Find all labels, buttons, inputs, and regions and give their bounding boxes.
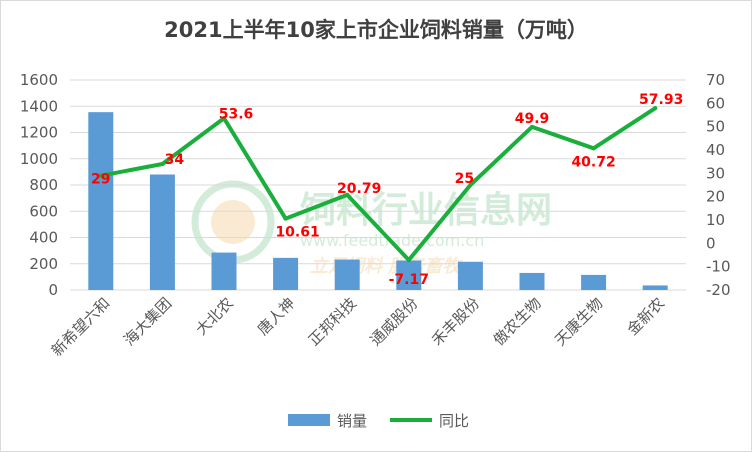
data-label: 20.79 bbox=[337, 181, 381, 197]
line-point bbox=[222, 116, 226, 121]
data-label: 40.72 bbox=[571, 154, 615, 170]
data-label: 29 bbox=[91, 172, 110, 188]
line-point bbox=[653, 106, 658, 111]
y-axis-right: -20 -10 0 10 20 30 40 50 60 70 bbox=[706, 71, 731, 299]
bar bbox=[211, 252, 237, 290]
y-right-tick-label: 0 bbox=[706, 234, 716, 252]
data-label: 34 bbox=[165, 152, 185, 168]
bar bbox=[396, 260, 422, 290]
y-left-tick-label: 1600 bbox=[20, 71, 58, 89]
y-right-tick-label: -20 bbox=[706, 281, 731, 299]
x-category-label: 正邦科技 bbox=[305, 294, 360, 349]
y-right-tick-label: -10 bbox=[706, 258, 731, 276]
bar bbox=[642, 285, 668, 290]
y-left-tick-label: 0 bbox=[48, 281, 58, 299]
data-label: 49.9 bbox=[515, 111, 550, 127]
watermark-slogan: 立足饲料 服务畜牧 bbox=[310, 256, 463, 277]
line-path bbox=[98, 106, 658, 263]
data-label: 57.93 bbox=[639, 92, 683, 108]
line-point bbox=[98, 173, 103, 178]
x-category-label: 禾丰股份 bbox=[428, 294, 483, 349]
bar bbox=[273, 257, 299, 290]
x-category-label: 大北农 bbox=[192, 294, 237, 339]
x-category-label: 天康生物 bbox=[551, 294, 606, 349]
y-right-tick-label: 60 bbox=[706, 94, 725, 112]
x-category-label: 通威股份 bbox=[366, 294, 421, 349]
bar bbox=[581, 274, 607, 290]
y-axis-left: 0 200 400 600 800 1000 1200 1400 1600 bbox=[20, 71, 58, 299]
line-series bbox=[98, 106, 658, 263]
data-label: 53.6 bbox=[219, 106, 254, 122]
data-label: 10.61 bbox=[275, 225, 319, 241]
line-point bbox=[591, 146, 596, 151]
y-right-tick-label: 50 bbox=[706, 118, 725, 136]
y-right-tick-label: 10 bbox=[706, 211, 725, 229]
line-point bbox=[406, 258, 411, 263]
x-category-label: 傲农生物 bbox=[490, 294, 545, 349]
y-right-tick-label: 20 bbox=[706, 188, 725, 206]
y-right-tick-label: 30 bbox=[706, 164, 725, 182]
legend-label-bar: 销量 bbox=[337, 412, 367, 430]
chart-title: 2021上半年10家上市企业饲料销量（万吨） bbox=[164, 18, 588, 42]
x-category-label: 海大集团 bbox=[120, 294, 175, 349]
y-left-tick-label: 600 bbox=[29, 202, 58, 220]
y-right-tick-label: 40 bbox=[706, 141, 725, 159]
line-point bbox=[283, 216, 288, 221]
line-point bbox=[468, 183, 473, 187]
watermark: 饲料行业信息网 www.feedtrade.com.cn 立足饲料 服务畜牧 bbox=[191, 180, 552, 277]
line-point bbox=[160, 162, 165, 166]
bar bbox=[149, 174, 175, 290]
y-right-tick-label: 70 bbox=[706, 71, 725, 89]
legend-swatch-bar bbox=[288, 414, 330, 426]
legend: 销量 同比 bbox=[288, 412, 469, 430]
bar bbox=[88, 112, 114, 290]
y-left-tick-label: 800 bbox=[29, 176, 58, 194]
bar-series bbox=[88, 112, 668, 290]
legend-label-line: 同比 bbox=[439, 412, 469, 430]
y-left-tick-label: 1000 bbox=[20, 150, 58, 168]
data-labels: 29 34 53.6 10.61 20.79 -7.17 25 49.9 40.72 57.93 bbox=[91, 92, 683, 288]
x-category-label: 新希望六和 bbox=[48, 294, 114, 360]
x-category-label: 金新农 bbox=[623, 294, 668, 339]
y-left-tick-label: 400 bbox=[29, 229, 58, 247]
bar bbox=[457, 261, 483, 290]
bar bbox=[334, 259, 360, 290]
line-point bbox=[530, 124, 534, 129]
data-label: -7.17 bbox=[389, 272, 429, 288]
data-label: 25 bbox=[455, 171, 474, 187]
x-axis-categories: 新希望六和 海大集团 大北农 唐人神 正邦科技 通威股份 禾丰股份 傲农生物 天康生物 金新农 bbox=[48, 294, 668, 360]
bar bbox=[519, 272, 545, 290]
y-left-tick-label: 1200 bbox=[20, 124, 58, 142]
x-category-label: 唐人神 bbox=[254, 294, 299, 339]
y-left-tick-label: 1400 bbox=[20, 97, 58, 115]
line-point bbox=[345, 192, 350, 197]
y-left-tick-label: 200 bbox=[29, 255, 58, 273]
